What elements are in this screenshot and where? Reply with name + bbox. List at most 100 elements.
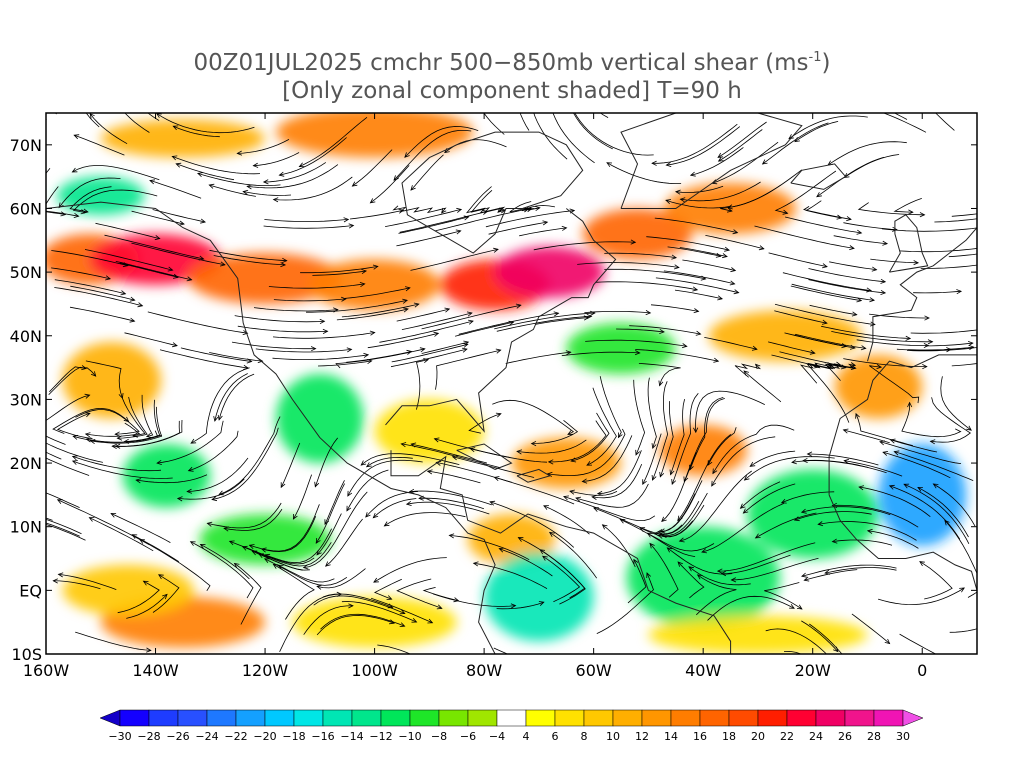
streamline-arrowhead bbox=[835, 361, 842, 367]
streamline-arrowhead bbox=[71, 455, 78, 461]
streamline-arrowhead bbox=[606, 162, 613, 168]
streamline bbox=[519, 113, 530, 131]
streamline bbox=[341, 303, 419, 318]
streamline bbox=[925, 342, 973, 347]
streamline-arrowhead bbox=[639, 527, 646, 532]
coastline bbox=[888, 214, 929, 273]
streamline-arrowhead bbox=[966, 425, 972, 431]
colorbar-swatch bbox=[380, 709, 411, 727]
streamline bbox=[890, 439, 938, 453]
streamline-arrowhead bbox=[730, 577, 737, 583]
streamline bbox=[316, 513, 342, 556]
colorbar-label: 8 bbox=[581, 730, 588, 743]
streamline-arrowhead bbox=[302, 564, 309, 570]
streamline-arrowhead bbox=[52, 578, 58, 584]
streamline bbox=[46, 492, 80, 508]
streamline bbox=[731, 557, 819, 581]
streamline bbox=[392, 205, 447, 214]
streamline bbox=[243, 191, 292, 196]
streamline-arrowhead bbox=[908, 209, 914, 215]
streamline-arrowhead bbox=[351, 181, 358, 187]
streamline bbox=[492, 399, 575, 435]
streamline-arrowhead bbox=[929, 439, 936, 445]
streamline-arrowhead bbox=[142, 580, 149, 586]
streamline bbox=[213, 255, 286, 266]
streamline-arrowhead bbox=[567, 430, 574, 435]
streamline bbox=[379, 320, 474, 343]
streamline-arrowhead bbox=[884, 638, 891, 645]
streamline bbox=[393, 130, 472, 181]
streamline-arrowhead bbox=[114, 443, 121, 449]
streamline bbox=[46, 451, 62, 460]
streamline bbox=[638, 363, 681, 386]
streamline bbox=[869, 365, 920, 404]
streamline-arrowhead bbox=[696, 574, 703, 580]
streamline-arrowhead bbox=[508, 320, 515, 326]
colorbar-swatch bbox=[322, 709, 353, 727]
streamline-arrowhead bbox=[840, 670, 844, 675]
streamline bbox=[832, 504, 919, 528]
streamline-arrowhead bbox=[716, 568, 723, 574]
streamline bbox=[642, 433, 662, 485]
streamline bbox=[569, 490, 618, 496]
coastline bbox=[46, 201, 496, 654]
streamline-arrowhead bbox=[919, 212, 926, 218]
streamline-arrowhead bbox=[922, 364, 928, 370]
shading-region bbox=[188, 253, 342, 304]
streamline-arrowhead bbox=[497, 207, 503, 213]
streamline bbox=[743, 483, 796, 514]
streamline-arrowhead bbox=[410, 185, 416, 191]
colorbar-label: −24 bbox=[195, 730, 218, 743]
streamline-arrowhead bbox=[444, 307, 451, 313]
streamline bbox=[306, 299, 408, 313]
streamline bbox=[458, 312, 559, 335]
streamline-arrowhead bbox=[570, 457, 577, 463]
streamline-arrowhead bbox=[824, 569, 831, 575]
streamline-arrowhead bbox=[866, 287, 873, 293]
streamline bbox=[119, 262, 179, 278]
streamline bbox=[483, 113, 505, 135]
streamline-arrowhead bbox=[742, 508, 749, 514]
streamline bbox=[604, 268, 706, 280]
streamline bbox=[933, 483, 976, 527]
streamline-arrowhead bbox=[876, 364, 883, 370]
coastline bbox=[828, 354, 977, 495]
streamline-arrowhead bbox=[187, 466, 194, 472]
streamline-arrowhead bbox=[547, 459, 554, 465]
streamline bbox=[272, 354, 369, 360]
streamline-arrowhead bbox=[679, 197, 686, 203]
streamline-arrowhead bbox=[1015, 246, 1020, 250]
streamline bbox=[867, 530, 919, 549]
streamline-arrowhead bbox=[806, 451, 813, 457]
streamline bbox=[46, 522, 80, 537]
streamline-arrowhead bbox=[713, 357, 720, 363]
streamline bbox=[663, 270, 735, 285]
streamline bbox=[237, 325, 328, 333]
streamline bbox=[46, 186, 66, 215]
streamline bbox=[771, 354, 832, 370]
shading-region bbox=[626, 526, 780, 629]
streamline bbox=[809, 304, 857, 316]
streamline-arrowhead bbox=[404, 152, 410, 158]
shading-region bbox=[276, 113, 474, 158]
streamline-arrowhead bbox=[789, 604, 795, 609]
streamline-arrowhead bbox=[813, 79, 818, 83]
streamline bbox=[273, 298, 346, 302]
streamline bbox=[406, 501, 490, 515]
streamline bbox=[212, 427, 279, 500]
colorbar-swatch bbox=[844, 709, 875, 727]
colorbar-label: −12 bbox=[369, 730, 392, 743]
coastline bbox=[456, 443, 513, 470]
streamline-arrowhead bbox=[419, 347, 426, 353]
streamline-arrowhead bbox=[683, 476, 689, 483]
streamline bbox=[889, 485, 961, 540]
map-frame bbox=[45, 112, 978, 655]
streamline-arrowhead bbox=[410, 442, 417, 448]
streamline bbox=[517, 439, 587, 454]
streamline-arrowhead bbox=[423, 358, 430, 364]
streamline bbox=[110, 513, 171, 543]
streamline bbox=[72, 456, 162, 472]
streamline-arrowhead bbox=[156, 459, 162, 465]
streamline-arrowhead bbox=[495, 348, 502, 354]
streamline bbox=[46, 394, 90, 445]
